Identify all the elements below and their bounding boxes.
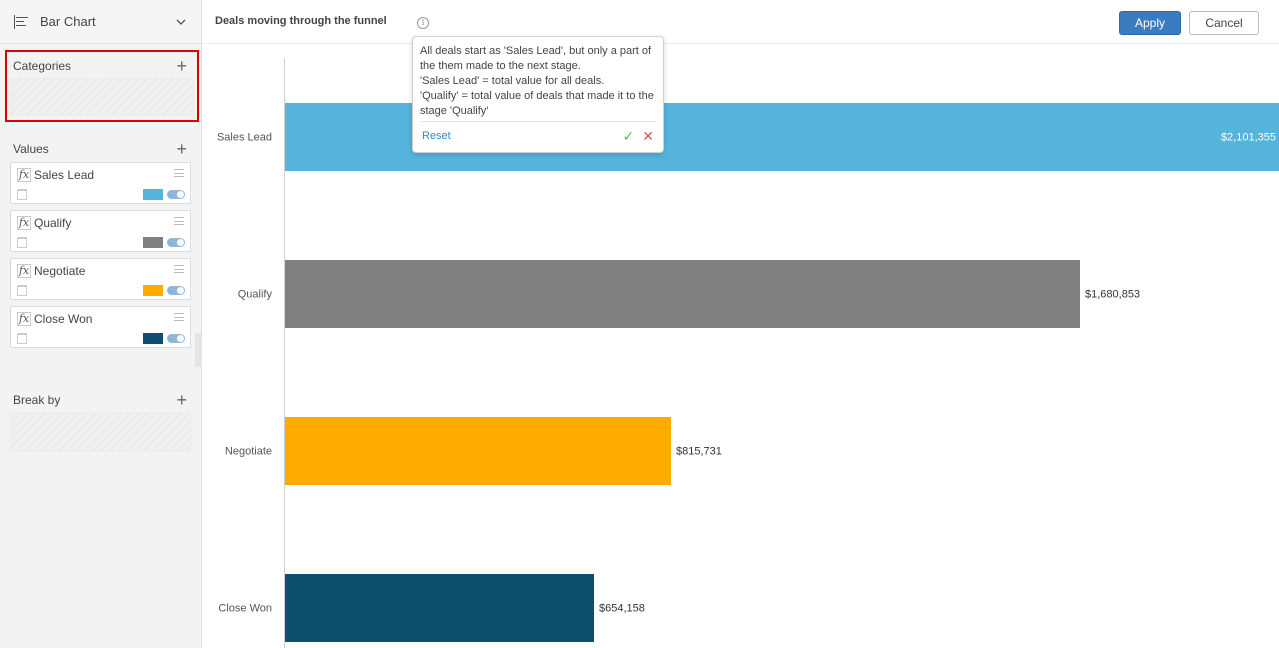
- break-by-dropzone[interactable]: [10, 412, 191, 452]
- trash-icon[interactable]: [17, 237, 27, 248]
- drag-handle-icon[interactable]: [174, 217, 184, 225]
- data-label: $654,158: [599, 603, 645, 615]
- drag-handle-icon[interactable]: [174, 265, 184, 273]
- chevron-down-icon[interactable]: [175, 16, 187, 28]
- trash-icon[interactable]: [17, 285, 27, 296]
- formula-icon[interactable]: fx: [17, 216, 31, 230]
- bar-qualify[interactable]: [285, 260, 1080, 328]
- cancel-button[interactable]: Cancel: [1189, 11, 1259, 35]
- color-swatch[interactable]: [143, 333, 163, 344]
- bar-chart: Sales Lead $2,101,355 Qualify $1,680,853 Neg…: [217, 58, 1279, 648]
- break-by-label: Break by: [13, 393, 61, 407]
- confirm-icon[interactable]: ✓: [622, 127, 635, 144]
- trash-icon[interactable]: [17, 333, 27, 344]
- data-label: $2,101,355: [1221, 132, 1276, 144]
- bar-close-won[interactable]: [285, 574, 594, 642]
- panel-collapse-handle[interactable]: [195, 333, 202, 367]
- value-item[interactable]: fx Negotiate: [10, 258, 191, 300]
- break-by-section: Break by +: [0, 388, 201, 462]
- info-icon[interactable]: i: [417, 17, 429, 29]
- bar-negotiate[interactable]: [285, 417, 671, 485]
- value-item-label: Qualify: [34, 216, 72, 230]
- visibility-toggle[interactable]: [167, 238, 185, 247]
- chart-area: Sales Lead $2,101,355 Qualify $1,680,853 Neg…: [202, 44, 1279, 648]
- top-bar: Deals moving through the funnel i Apply …: [202, 0, 1279, 44]
- category-tick-label: Negotiate: [225, 446, 272, 458]
- chart-type-selector[interactable]: Bar Chart: [0, 0, 201, 44]
- apply-button[interactable]: Apply: [1119, 11, 1181, 35]
- categories-dropzone[interactable]: [10, 78, 194, 116]
- value-list: fx Sales Lead fx Qualify fx Negotiate fx Close …: [0, 162, 201, 348]
- category-tick-label: Sales Lead: [217, 132, 272, 144]
- value-item[interactable]: fx Sales Lead: [10, 162, 191, 204]
- tooltip-text[interactable]: All deals start as 'Sales Lead', but onl…: [420, 44, 656, 122]
- drag-handle-icon[interactable]: [174, 169, 184, 177]
- chart-type-label: Bar Chart: [40, 14, 96, 29]
- values-section: Values + fx Sales Lead fx Qualify fx Negotiat…: [0, 137, 201, 369]
- reset-link[interactable]: Reset: [422, 130, 451, 142]
- values-label: Values: [13, 142, 49, 156]
- color-swatch[interactable]: [143, 285, 163, 296]
- add-category-icon[interactable]: +: [176, 56, 187, 76]
- categories-section: Categories +: [5, 50, 199, 122]
- value-item-label: Close Won: [34, 312, 93, 326]
- add-value-icon[interactable]: +: [176, 139, 187, 159]
- visibility-toggle[interactable]: [167, 286, 185, 295]
- value-item[interactable]: fx Close Won: [10, 306, 191, 348]
- data-label: $815,731: [676, 446, 722, 458]
- bar-chart-icon: [14, 14, 30, 29]
- formula-icon[interactable]: fx: [17, 168, 31, 182]
- value-item-label: Negotiate: [34, 264, 86, 278]
- visibility-toggle[interactable]: [167, 334, 185, 343]
- page-title[interactable]: Deals moving through the funnel: [215, 15, 387, 27]
- left-panel: Bar Chart Categories + Values + fx Sales …: [0, 0, 202, 648]
- close-icon[interactable]: ✕: [642, 127, 654, 144]
- visibility-toggle[interactable]: [167, 190, 185, 199]
- formula-icon[interactable]: fx: [17, 264, 31, 278]
- data-label: $1,680,853: [1085, 289, 1140, 301]
- drag-handle-icon[interactable]: [174, 313, 184, 321]
- category-tick-label: Close Won: [218, 603, 272, 615]
- category-tick-label: Qualify: [238, 289, 273, 301]
- trash-icon[interactable]: [17, 189, 27, 200]
- description-tooltip: All deals start as 'Sales Lead', but onl…: [412, 36, 664, 153]
- value-item-label: Sales Lead: [34, 168, 95, 182]
- color-swatch[interactable]: [143, 189, 163, 200]
- formula-icon[interactable]: fx: [17, 312, 31, 326]
- value-item[interactable]: fx Qualify: [10, 210, 191, 252]
- add-break-by-icon[interactable]: +: [176, 390, 187, 410]
- color-swatch[interactable]: [143, 237, 163, 248]
- categories-label: Categories: [13, 59, 72, 73]
